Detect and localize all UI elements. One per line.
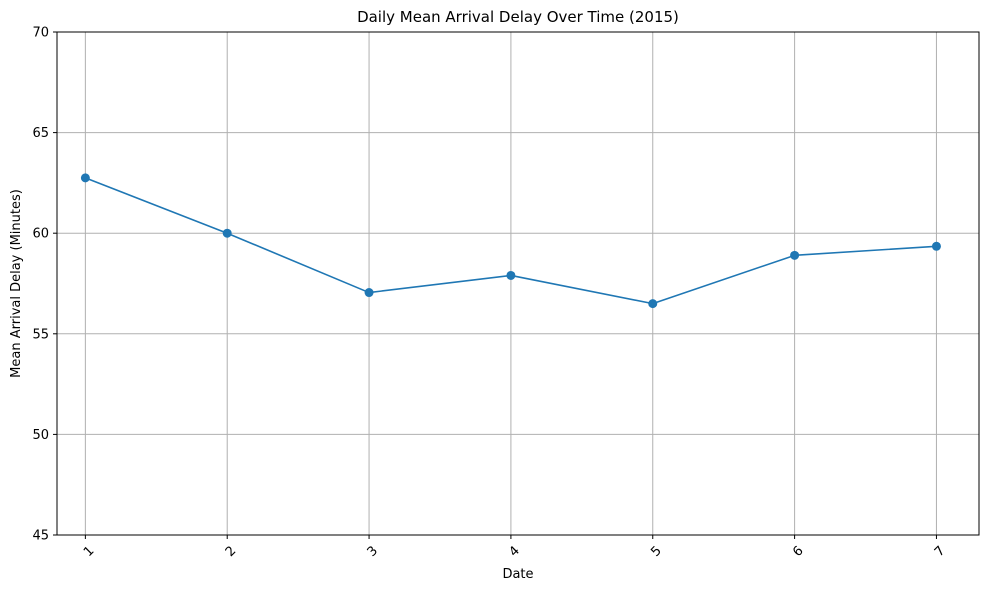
x-tick-label: 7 xyxy=(932,543,948,559)
data-point xyxy=(506,270,516,280)
y-axis-label: Mean Arrival Delay (Minutes) xyxy=(9,189,24,378)
x-axis-ticks: 1 2 3 4 5 6 7 xyxy=(81,535,948,560)
x-tick-label: 5 xyxy=(648,543,664,559)
x-tick-label: 3 xyxy=(365,543,381,559)
y-tick-label: 50 xyxy=(32,428,49,443)
y-tick-label: 70 xyxy=(32,26,49,41)
data-point xyxy=(222,228,232,238)
y-tick-label: 65 xyxy=(32,126,49,141)
data-point xyxy=(648,299,658,309)
y-tick-label: 60 xyxy=(32,227,49,242)
x-tick-label: 6 xyxy=(790,543,806,559)
data-point xyxy=(790,250,800,260)
data-point xyxy=(931,241,941,251)
x-tick-label: 1 xyxy=(81,543,97,559)
chart-title: Daily Mean Arrival Delay Over Time (2015… xyxy=(357,8,679,26)
x-tick-label: 4 xyxy=(506,543,522,559)
axes-frame xyxy=(56,31,980,536)
series-group xyxy=(80,173,941,309)
data-point xyxy=(80,173,90,183)
y-tick-label: 45 xyxy=(32,529,49,544)
x-axis-label: Date xyxy=(502,567,533,582)
data-point xyxy=(364,288,374,298)
y-tick-label: 55 xyxy=(32,327,49,342)
x-tick-label: 2 xyxy=(223,543,239,559)
y-axis-ticks: 45 50 55 60 65 70 xyxy=(32,26,57,544)
grid xyxy=(57,31,979,536)
